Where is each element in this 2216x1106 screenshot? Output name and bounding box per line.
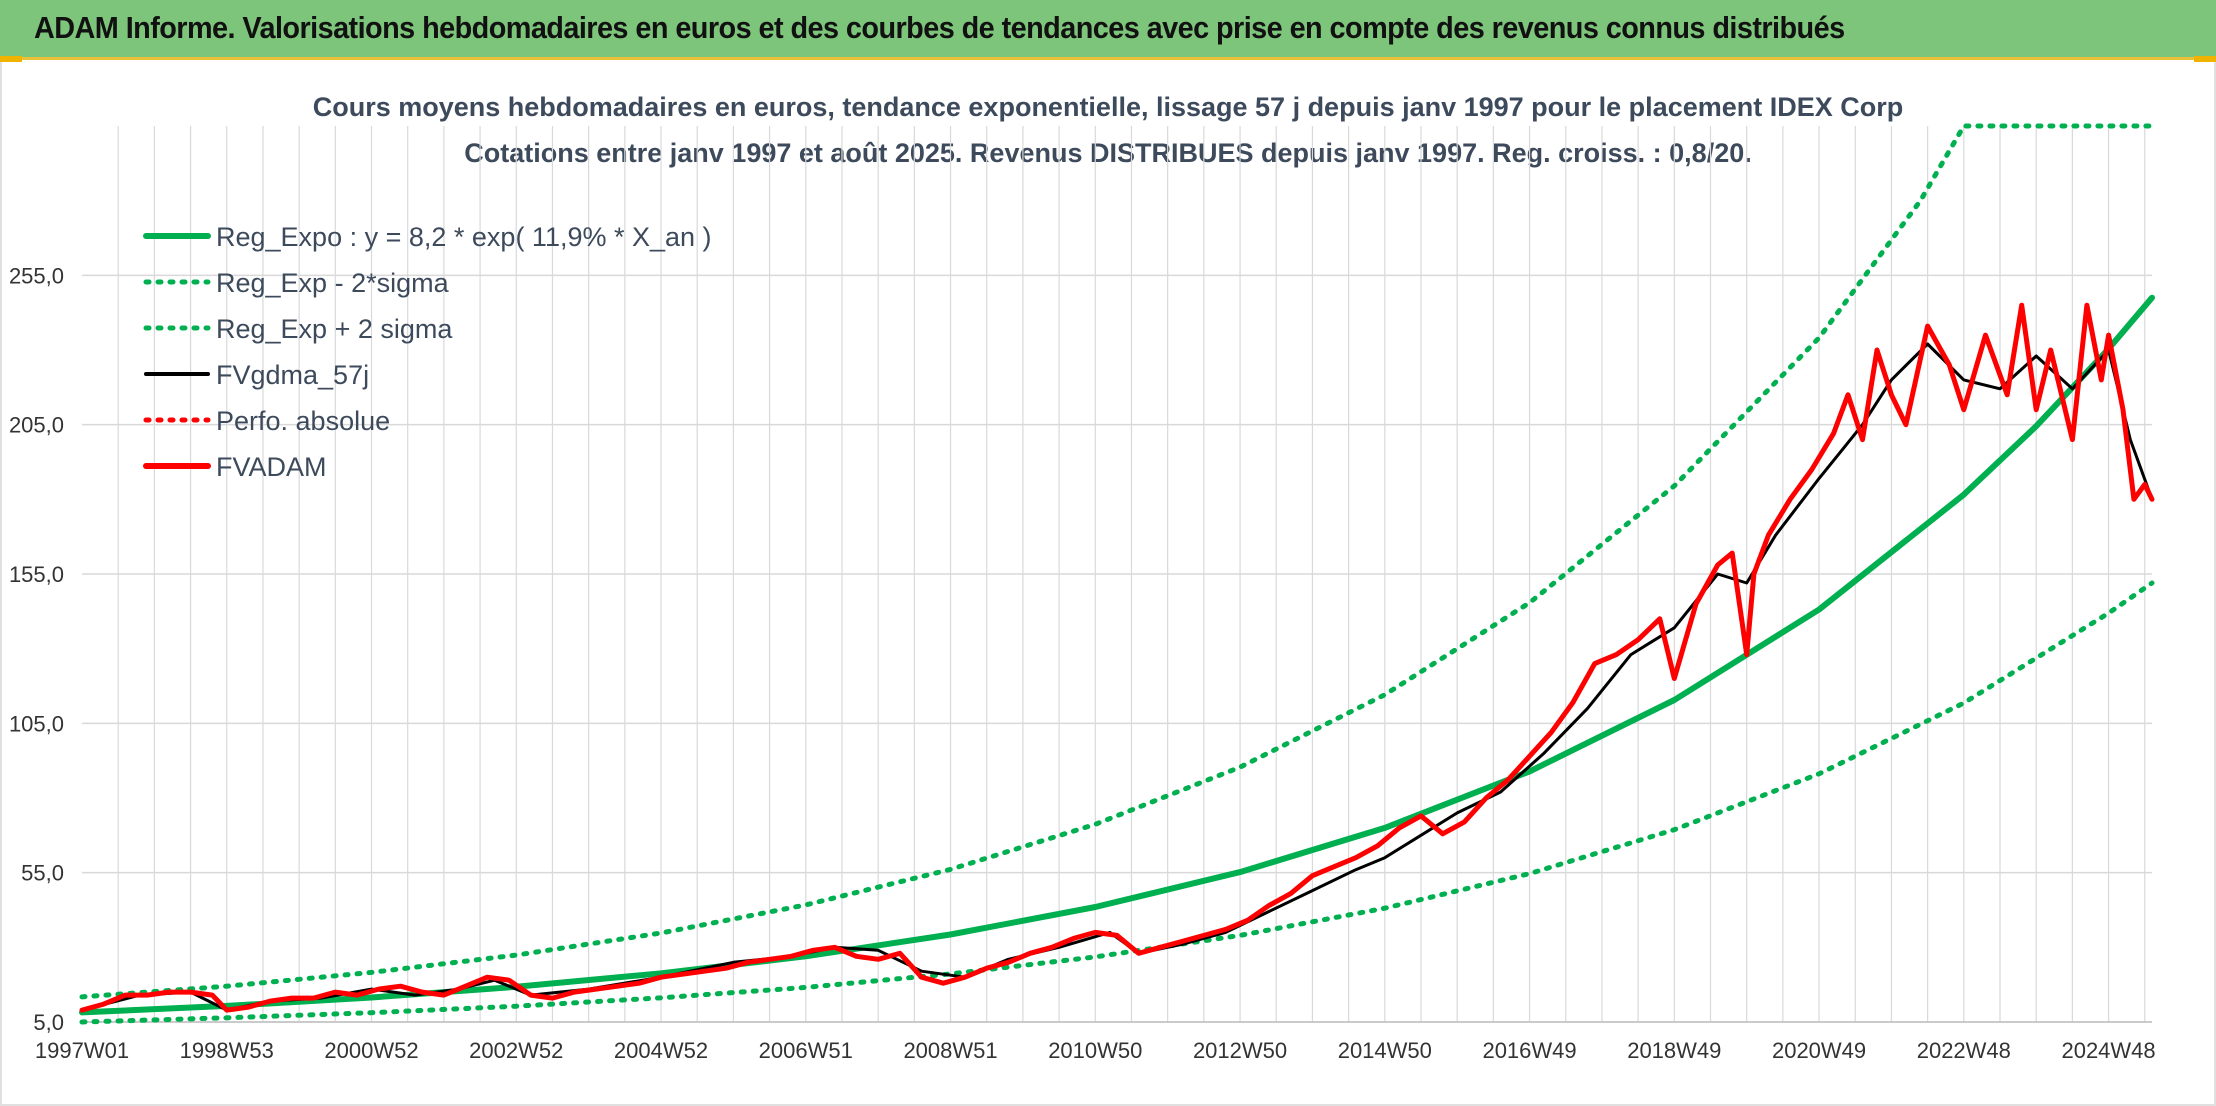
x-tick-label: 2024W48 — [2061, 1038, 2155, 1063]
x-tick-label: 2022W48 — [1917, 1038, 2011, 1063]
y-tick-label: 255,0 — [9, 263, 64, 288]
legend-label: Reg_Exp - 2*sigma — [216, 268, 450, 298]
x-tick-label: 2008W51 — [903, 1038, 997, 1063]
trend-upper-band — [79, 123, 2155, 1000]
legend-label: FVgdma_57j — [216, 360, 369, 390]
x-tick-label: 2010W50 — [1048, 1038, 1142, 1063]
y-tick-label: 205,0 — [9, 413, 64, 438]
y-tick-label: 5,0 — [33, 1010, 64, 1035]
x-tick-label: 2006W51 — [759, 1038, 853, 1063]
trend-lower-band — [79, 580, 2155, 1025]
trend-line — [79, 294, 2155, 1016]
x-tick-label: 2018W49 — [1627, 1038, 1721, 1063]
chart-title: Cours moyens hebdomadaires en euros, ten… — [312, 92, 1904, 122]
report-banner: ADAM Informe. Valorisations hebdomadaire… — [0, 0, 2216, 60]
series-layer — [79, 123, 2155, 1025]
corner-accent-left — [0, 56, 22, 62]
legend-label: FVADAM — [216, 452, 327, 482]
price-line — [79, 302, 2155, 1013]
axis-layer: 5,0 55,0 105,0 155,0 205,0 255,0 1997W01 1998W5… — [9, 263, 2156, 1063]
x-tick-label: 2004W52 — [614, 1038, 708, 1063]
x-tick-label: 2016W49 — [1482, 1038, 1576, 1063]
y-tick-label: 55,0 — [21, 861, 64, 886]
x-tick-label: 1997W01 — [35, 1038, 129, 1063]
y-tick-label: 105,0 — [9, 711, 64, 736]
report-title: ADAM Informe. Valorisations hebdomadaire… — [34, 10, 1845, 45]
corner-accent-right — [2194, 56, 2216, 62]
legend-label: Perfo. absolue — [216, 406, 390, 436]
legend-label: Reg_Exp + 2 sigma — [216, 314, 453, 344]
x-tick-label: 2012W50 — [1193, 1038, 1287, 1063]
x-tick-label: 2002W52 — [469, 1038, 563, 1063]
legend-label: Reg_Expo : y = 8,2 * exp( 11,9% * X_an ) — [216, 222, 712, 252]
chart-subtitle: Cotations entre janv 1997 et août 2025. … — [464, 138, 1752, 168]
grid-layer — [82, 126, 2152, 1023]
x-tick-label: 1998W53 — [180, 1038, 274, 1063]
chart-legend: Reg_Expo : y = 8,2 * exp( 11,9% * X_an )… — [143, 222, 712, 482]
x-tick-label: 2020W49 — [1772, 1038, 1866, 1063]
x-tick-label: 2014W50 — [1338, 1038, 1432, 1063]
smoothed-line — [80, 342, 2154, 1012]
x-tick-label: 2000W52 — [324, 1038, 418, 1063]
y-tick-label: 155,0 — [9, 562, 64, 587]
